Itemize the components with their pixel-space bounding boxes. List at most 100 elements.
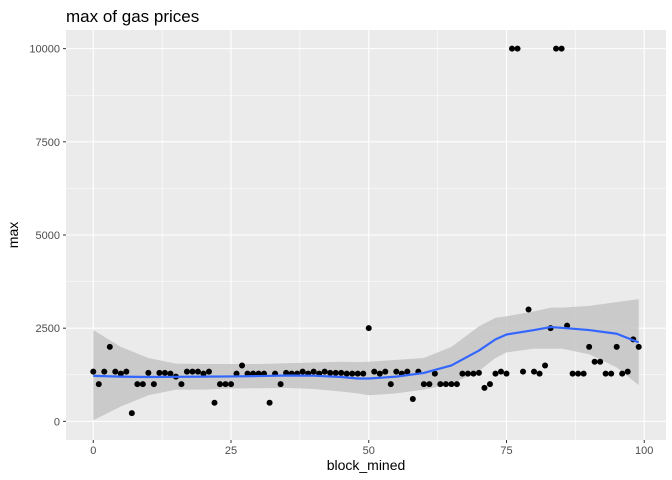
data-point — [619, 370, 626, 377]
data-point — [332, 369, 339, 376]
data-point — [239, 362, 246, 369]
x-tick-label: 100 — [635, 445, 653, 457]
y-tick-label: 10000 — [29, 44, 60, 56]
data-point — [321, 368, 328, 375]
data-point — [470, 370, 477, 377]
data-point — [167, 370, 174, 377]
data-point — [90, 368, 97, 375]
data-point — [183, 368, 190, 375]
data-point — [117, 370, 124, 377]
data-point — [431, 370, 438, 377]
data-point — [233, 370, 240, 377]
data-point — [426, 381, 433, 388]
confidence-band — [93, 299, 639, 421]
data-point — [360, 370, 367, 377]
data-point — [134, 381, 141, 388]
data-point — [453, 381, 460, 388]
data-point — [128, 410, 135, 417]
data-point — [475, 369, 482, 376]
data-point — [437, 381, 444, 388]
data-point — [371, 368, 378, 375]
data-point — [586, 343, 593, 350]
data-point — [509, 45, 516, 52]
data-point — [404, 368, 411, 375]
data-point — [481, 384, 488, 391]
data-point — [365, 325, 372, 332]
smooth-line — [93, 325, 640, 380]
data-point — [492, 370, 499, 377]
data-point — [448, 381, 455, 388]
x-tick-label: 0 — [90, 445, 96, 457]
data-point — [211, 399, 218, 406]
data-point — [580, 370, 587, 377]
data-point — [145, 369, 152, 376]
data-point — [525, 306, 532, 313]
chart-title: max of gas prices — [66, 7, 199, 26]
data-point — [376, 370, 383, 377]
data-point — [349, 370, 356, 377]
data-point — [189, 368, 196, 375]
data-point — [112, 368, 119, 375]
data-point — [464, 370, 471, 377]
data-point — [597, 358, 604, 365]
y-axis-title: max — [5, 222, 21, 248]
data-point — [635, 343, 642, 350]
data-point — [514, 45, 521, 52]
data-point — [542, 362, 549, 369]
tick-labels: 0 25 50 75 100 0 2500 5000 7500 10000 — [29, 44, 653, 457]
y-tick-label: 0 — [54, 416, 60, 428]
data-point — [338, 369, 345, 376]
data-point — [608, 370, 615, 377]
data-point — [393, 368, 400, 375]
data-point — [222, 381, 229, 388]
data-point — [101, 368, 108, 375]
data-point — [194, 368, 201, 375]
data-point — [387, 381, 394, 388]
data-point — [310, 368, 317, 375]
data-point — [283, 369, 290, 376]
data-point — [459, 370, 466, 377]
major-gridlines — [66, 30, 666, 440]
data-point — [442, 381, 449, 388]
data-point — [486, 381, 493, 388]
y-tick-label: 5000 — [36, 230, 60, 242]
data-point — [200, 370, 207, 377]
data-point — [409, 396, 416, 402]
data-point — [558, 45, 565, 52]
x-tick-label: 50 — [363, 445, 375, 457]
y-tick-label: 7500 — [36, 137, 60, 149]
data-point — [216, 381, 223, 388]
data-point — [602, 370, 609, 377]
data-point — [139, 381, 146, 388]
data-point — [536, 370, 543, 377]
data-point — [575, 370, 582, 377]
data-point — [531, 368, 538, 375]
data-point — [228, 381, 235, 388]
data-point — [613, 343, 620, 350]
data-point — [178, 381, 185, 388]
data-point — [95, 381, 102, 388]
data-point — [266, 399, 273, 406]
data-point — [123, 368, 130, 375]
data-point — [327, 369, 334, 376]
data-point — [205, 368, 212, 375]
axis-ticks — [63, 48, 645, 443]
x-tick-label: 25 — [225, 445, 237, 457]
data-point — [553, 45, 560, 52]
data-point — [106, 343, 113, 350]
x-axis-title: block_mined — [327, 457, 406, 473]
y-tick-label: 2500 — [36, 323, 60, 335]
data-point — [420, 381, 427, 388]
data-point — [354, 370, 361, 377]
data-point — [343, 370, 350, 377]
data-point — [520, 368, 527, 375]
data-point — [569, 370, 576, 377]
data-point — [161, 369, 168, 376]
data-point — [150, 381, 157, 388]
data-point — [591, 358, 598, 365]
data-point — [299, 368, 306, 375]
data-point — [382, 368, 389, 375]
data-point — [497, 368, 504, 375]
data-point — [624, 368, 631, 375]
